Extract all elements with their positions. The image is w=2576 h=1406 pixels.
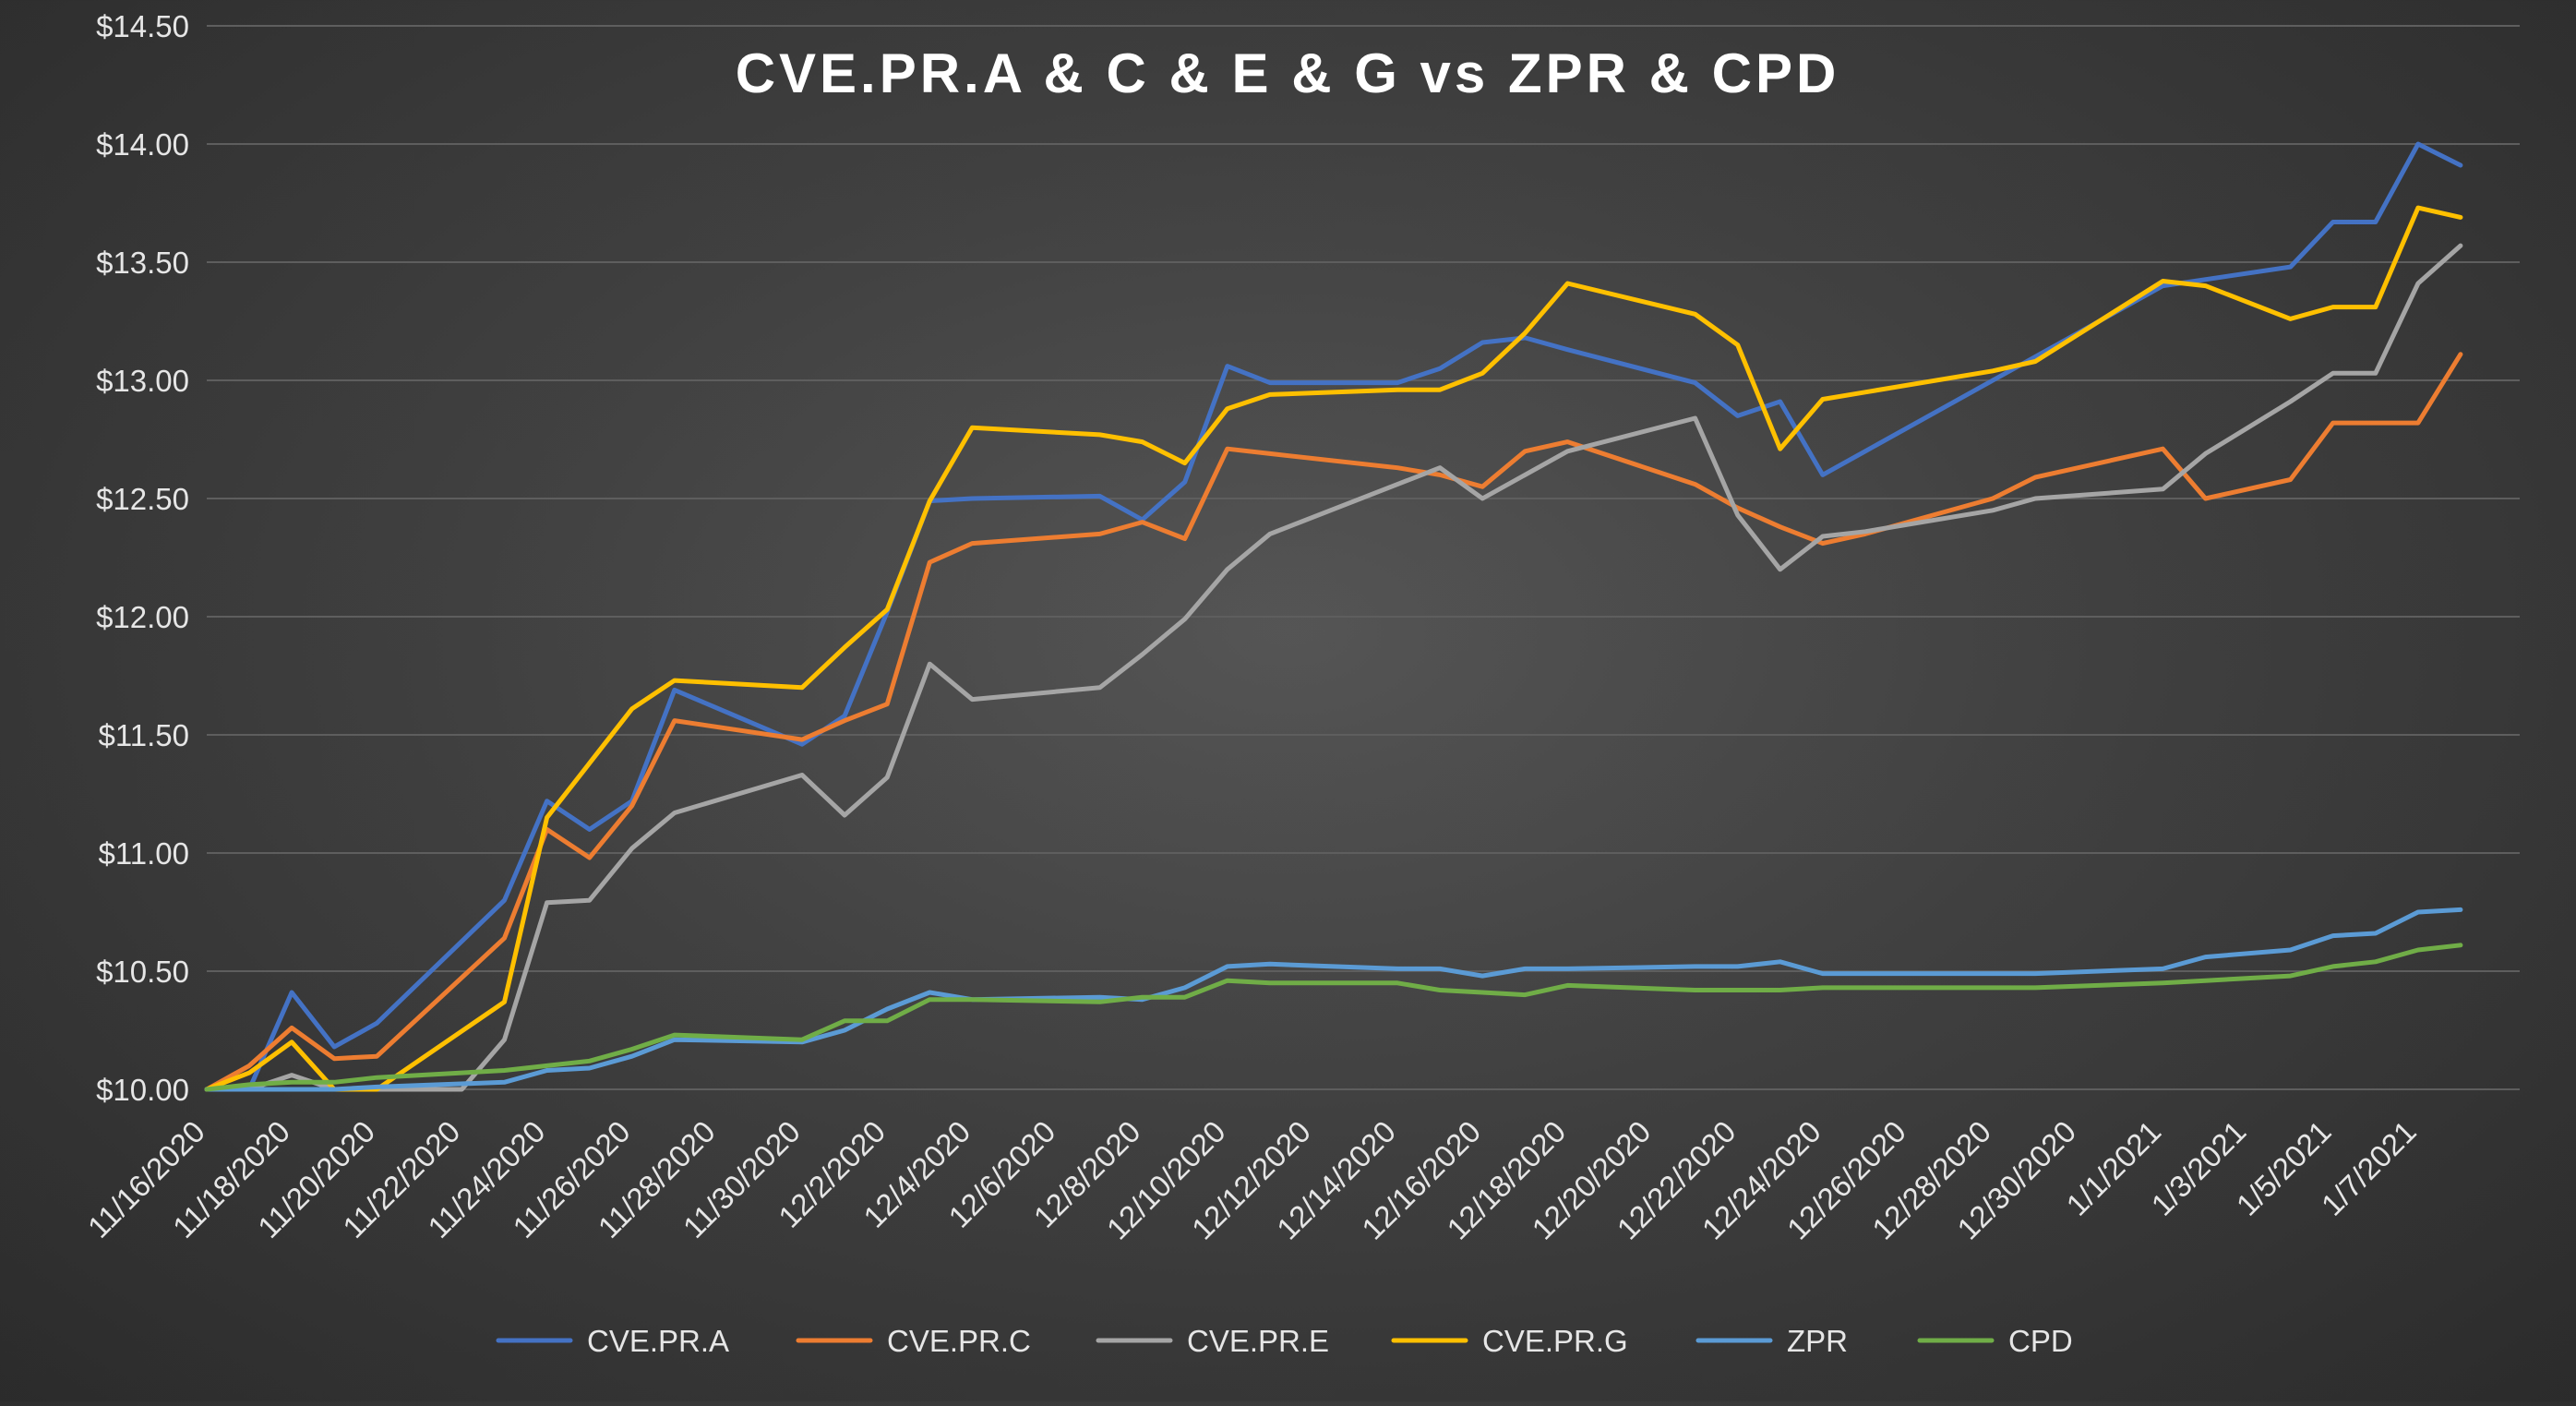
series-line-cve-pr-c bbox=[204, 352, 2463, 1092]
series-lines bbox=[204, 141, 2463, 1092]
series-line-cve-pr-e bbox=[204, 243, 2463, 1092]
y-tick-label: $13.50 bbox=[96, 246, 189, 280]
y-tick-label: $12.50 bbox=[96, 482, 189, 516]
y-axis-tick-labels: $10.00 $10.50 $11.00 $11.50 $12.00 $12.50 $13.… bbox=[96, 9, 189, 1107]
x-axis-tick-labels: 11/16/202011/18/202011/20/202011/22/2020… bbox=[81, 1114, 2423, 1246]
legend-label: ZPR bbox=[1787, 1324, 1848, 1358]
legend: CVE.PR.A CVE.PR.C CVE.PR.E CVE.PR.G ZPR CPD bbox=[496, 1324, 2073, 1358]
x-tick-label: 1/7/2021 bbox=[2315, 1114, 2423, 1222]
series-line-zpr bbox=[204, 907, 2463, 1092]
legend-label: CVE.PR.G bbox=[1482, 1324, 1628, 1358]
legend-label: CPD bbox=[2008, 1324, 2073, 1358]
y-tick-label: $12.00 bbox=[96, 600, 189, 634]
legend-label: CVE.PR.E bbox=[1187, 1324, 1329, 1358]
y-tick-label: $14.50 bbox=[96, 9, 189, 43]
series-line-cve-pr-g bbox=[204, 205, 2463, 1092]
chart-title: CVE.PR.A & C & E & G vs ZPR & CPD bbox=[736, 42, 1840, 104]
legend-label: CVE.PR.A bbox=[587, 1324, 729, 1358]
y-tick-label: $11.00 bbox=[99, 836, 189, 871]
y-tick-label: $14.00 bbox=[96, 127, 189, 162]
y-tick-label: $11.50 bbox=[99, 718, 189, 752]
series-line-cpd bbox=[204, 943, 2463, 1092]
y-tick-label: $10.50 bbox=[96, 955, 189, 989]
legend-label: CVE.PR.C bbox=[887, 1324, 1031, 1358]
y-tick-label: $13.00 bbox=[96, 364, 189, 398]
y-tick-label: $10.00 bbox=[96, 1073, 189, 1107]
gridlines bbox=[207, 25, 2520, 1090]
